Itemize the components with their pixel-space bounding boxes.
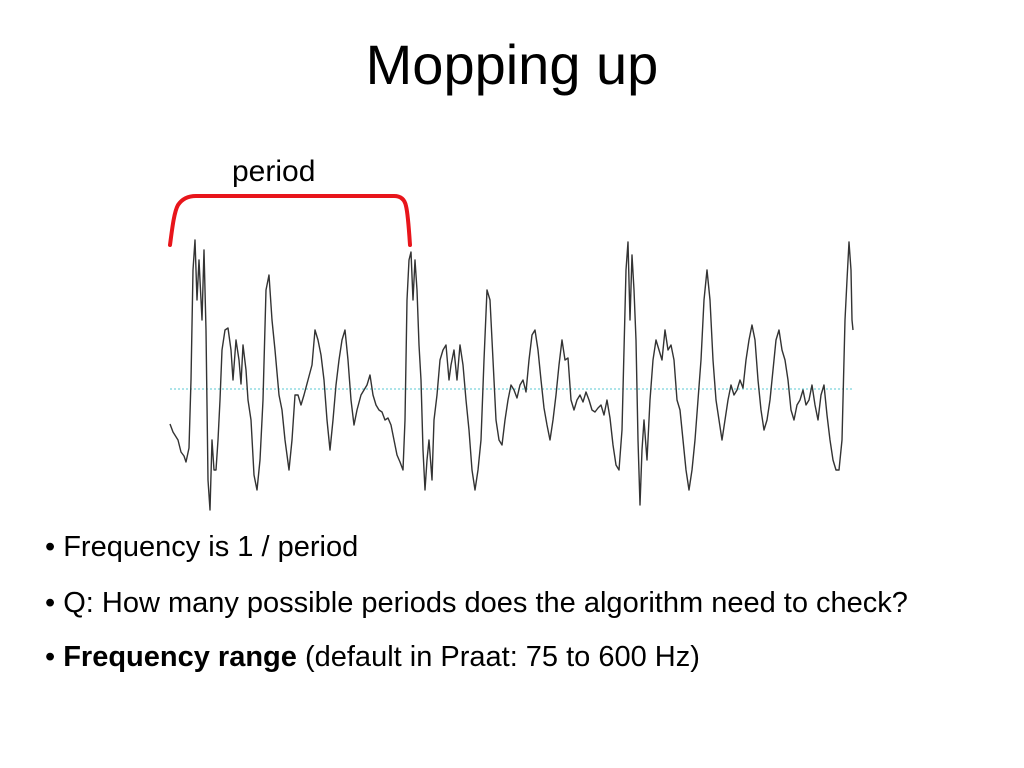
- period-label: period: [232, 155, 316, 188]
- waveform-figure: [168, 194, 854, 511]
- bullet-frequency: • Frequency is 1 / period: [45, 531, 359, 563]
- bullet-detail: (default in Praat: 75 to 600 Hz): [296, 641, 700, 673]
- period-bracket: [168, 194, 412, 247]
- bullet-frequency-range: • Frequency range (default in Praat: 75 …: [45, 638, 975, 676]
- bullet-marker: •: [45, 641, 64, 673]
- slide-title: Mopping up: [365, 33, 659, 96]
- waveform: [169, 239, 854, 511]
- bullet-bold-term: Frequency range: [63, 641, 297, 673]
- bullet-question: • Q: How many possible periods does the …: [45, 587, 908, 619]
- bullet-list: • Frequency is 1 / period • Q: How many …: [45, 528, 975, 694]
